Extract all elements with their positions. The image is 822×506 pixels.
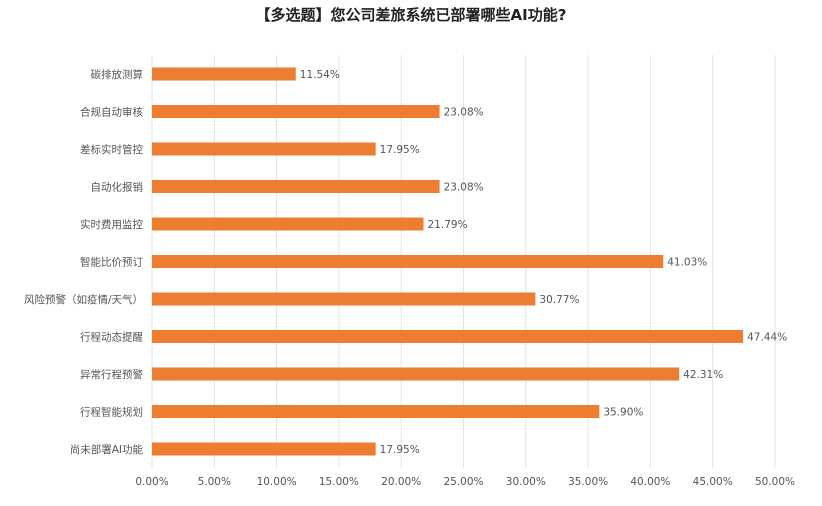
x-tick-label: 15.00%	[319, 476, 359, 488]
chart-title: 【多选题】您公司差旅系统已部署哪些AI功能?	[255, 6, 567, 24]
bar	[152, 180, 440, 193]
value-label: 47.44%	[747, 332, 787, 344]
category-label: 自动化报销	[91, 181, 144, 194]
value-label: 42.31%	[683, 369, 723, 381]
category-label: 智能比价预订	[80, 256, 143, 269]
bar	[152, 142, 376, 156]
bar	[152, 367, 680, 381]
value-label: 23.08%	[444, 107, 484, 119]
labels: 0.00% 5.00% 10.00% 15.00% 20.00% 25.00% 30.00%…	[24, 68, 795, 488]
value-label: 35.90%	[603, 407, 643, 419]
bar	[152, 292, 536, 306]
x-tick-label: 5.00%	[198, 476, 231, 488]
bars	[152, 67, 744, 456]
bar	[152, 217, 424, 231]
x-tick-label: 0.00%	[135, 476, 168, 488]
category-label: 实时费用监控	[80, 218, 143, 231]
value-label: 17.95%	[380, 144, 420, 156]
x-tick-label: 20.00%	[381, 476, 421, 488]
x-tick-label: 35.00%	[568, 476, 608, 488]
category-label: 合规自动审核	[80, 106, 143, 119]
x-tick-label: 10.00%	[257, 476, 297, 488]
category-label: 尚未部署AI功能	[70, 443, 144, 456]
x-tick-label: 30.00%	[506, 476, 546, 488]
bar	[152, 330, 744, 343]
value-label: 23.08%	[444, 182, 484, 194]
value-label: 41.03%	[667, 257, 707, 269]
x-tick-label: 40.00%	[630, 476, 670, 488]
category-label: 异常行程预警	[80, 368, 143, 381]
x-tick-label: 25.00%	[443, 476, 483, 488]
bar	[152, 255, 664, 268]
category-label: 行程智能规划	[80, 406, 143, 419]
bar	[152, 105, 440, 118]
bar	[152, 405, 600, 418]
category-label: 风险预警（如疫情/天气）	[24, 293, 143, 306]
category-label: 行程动态提醒	[80, 331, 143, 344]
x-tick-label: 50.00%	[755, 476, 795, 488]
bar	[152, 67, 296, 81]
category-label: 碳排放测算	[91, 68, 144, 81]
x-tick-label: 45.00%	[693, 476, 733, 488]
value-label: 21.79%	[428, 219, 468, 231]
bar	[152, 442, 376, 456]
category-label: 差标实时管控	[80, 143, 143, 156]
value-label: 11.54%	[300, 69, 340, 81]
value-label: 30.77%	[539, 294, 579, 306]
value-label: 17.95%	[380, 444, 420, 456]
